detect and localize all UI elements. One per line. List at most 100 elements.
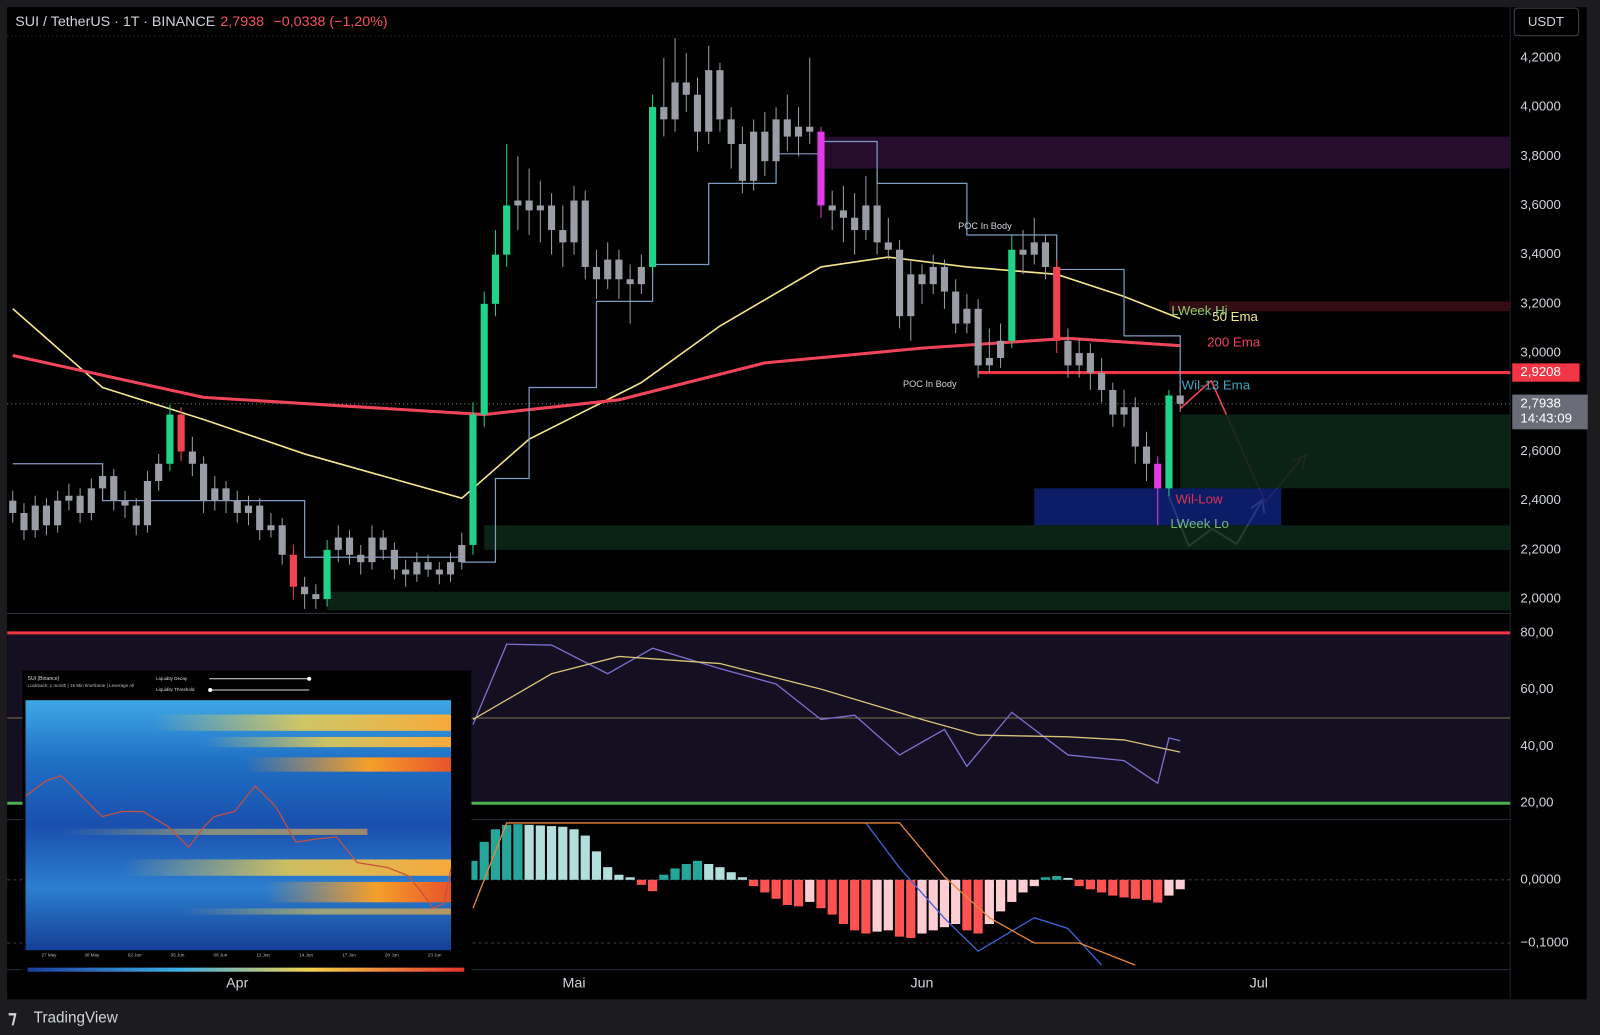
candle-body — [761, 131, 769, 162]
histogram-bar — [861, 879, 871, 934]
candle-body — [592, 266, 601, 280]
inset-date: 20 Jun — [385, 953, 399, 958]
heatmap-price — [25, 775, 452, 910]
candle-body — [256, 505, 264, 531]
histogram-bar — [681, 864, 691, 880]
candle-body — [974, 308, 982, 366]
histogram-bar — [1175, 879, 1185, 890]
heat-band — [153, 714, 452, 731]
candle-body — [581, 200, 589, 267]
currency[interactable]: USDT — [1528, 14, 1564, 29]
histogram-bar — [558, 826, 568, 880]
histogram-bar — [1040, 877, 1051, 880]
heat-band — [122, 859, 452, 876]
histogram-bar — [591, 851, 602, 880]
histogram-bar — [569, 829, 579, 880]
zone — [820, 136, 1511, 169]
inset-date: 23 Jun — [428, 953, 442, 958]
candle-body — [1142, 446, 1151, 464]
candle-body — [98, 476, 107, 489]
indicator-line — [12, 256, 1181, 500]
brand: TradingView — [34, 1010, 119, 1027]
layer — [7, 822, 1511, 966]
annotation: POC In Body — [903, 379, 957, 389]
currency-button[interactable] — [1513, 7, 1580, 37]
inset-date: 02 Jun — [128, 953, 142, 958]
candle-body — [1098, 372, 1106, 390]
histogram-bar — [1108, 879, 1118, 896]
histogram-bar — [771, 879, 781, 899]
candle-body — [334, 537, 342, 550]
annotation: LWeek Hi — [1171, 303, 1227, 318]
histogram-bar — [782, 879, 792, 906]
y-tick-label: 4,2000 — [1520, 49, 1561, 64]
candle-body — [312, 594, 320, 600]
candle-body — [806, 126, 814, 132]
candle-body — [1086, 353, 1094, 373]
candle-body — [884, 242, 892, 250]
candle-body — [839, 210, 847, 218]
x-tick-label: Apr — [226, 976, 248, 992]
candle-body — [693, 94, 702, 132]
candle-body — [727, 119, 735, 144]
y-tick-label: 2,4000 — [1520, 492, 1561, 507]
x-tick-label: Jun — [910, 976, 933, 992]
inset-date: 30 May — [84, 953, 100, 958]
slider-knob[interactable] — [208, 687, 213, 693]
candle-body — [682, 82, 690, 95]
inset-date: 17 Jun — [342, 953, 356, 958]
histogram-bar — [838, 879, 849, 925]
candle-body — [177, 414, 185, 452]
y-tick-label: 20,00 — [1520, 795, 1553, 810]
histogram-bar — [951, 879, 961, 925]
y-tick-label: −0,1000 — [1520, 934, 1568, 949]
candle-body — [547, 205, 556, 231]
candle-body — [940, 266, 949, 292]
histogram-bar — [1063, 877, 1073, 880]
line-label: 50 Ema — [1212, 309, 1258, 324]
candle-body — [65, 495, 73, 501]
logo: ⁊ — [8, 1007, 17, 1027]
zone — [1180, 414, 1511, 489]
candle-body — [1008, 249, 1016, 341]
y-tick-label: 4,0000 — [1520, 99, 1561, 114]
candle-body — [671, 82, 679, 120]
candle-body — [750, 131, 758, 181]
inset-date: 27 May — [41, 953, 57, 958]
histogram-bar — [468, 860, 478, 880]
candle-body — [626, 279, 634, 285]
histogram-bar — [715, 867, 725, 880]
y-tick-label: 3,8000 — [1520, 148, 1561, 163]
annotation: LWeek Lo — [1170, 516, 1228, 531]
candle-body — [143, 480, 152, 526]
histogram-bar — [805, 879, 815, 902]
y-tick-label: 3,4000 — [1520, 246, 1561, 261]
candle-body — [918, 274, 926, 285]
histogram-bar — [1153, 879, 1163, 903]
candle-body — [570, 200, 578, 243]
zone — [1168, 301, 1511, 312]
candle-body — [390, 549, 398, 570]
candle-body — [110, 476, 118, 501]
candle-body — [1154, 463, 1162, 489]
candle-body — [705, 70, 713, 132]
countdown: 14:43:09 — [1520, 411, 1572, 426]
candle-body — [997, 340, 1005, 358]
heat-band — [183, 908, 452, 915]
candle-body — [233, 500, 241, 513]
macd-line — [472, 822, 1136, 966]
histogram-bar — [648, 879, 658, 892]
histogram-bar — [692, 860, 703, 880]
y-tick-label: 60,00 — [1520, 681, 1553, 696]
histogram-bar — [827, 879, 837, 915]
last-price-label: 2,7938 — [1520, 395, 1561, 410]
inset-date: 05 Jun — [171, 953, 185, 958]
candle-body — [20, 512, 28, 531]
symbol: SUI / TetherUS · 1T · BINANCE — [15, 14, 215, 30]
slider-knob[interactable] — [307, 676, 312, 681]
y-tick-label: 2,0000 — [1520, 591, 1561, 606]
candle-body — [660, 107, 668, 120]
candle-body — [9, 500, 17, 513]
candle-body — [87, 488, 95, 513]
candle-body — [222, 488, 230, 501]
